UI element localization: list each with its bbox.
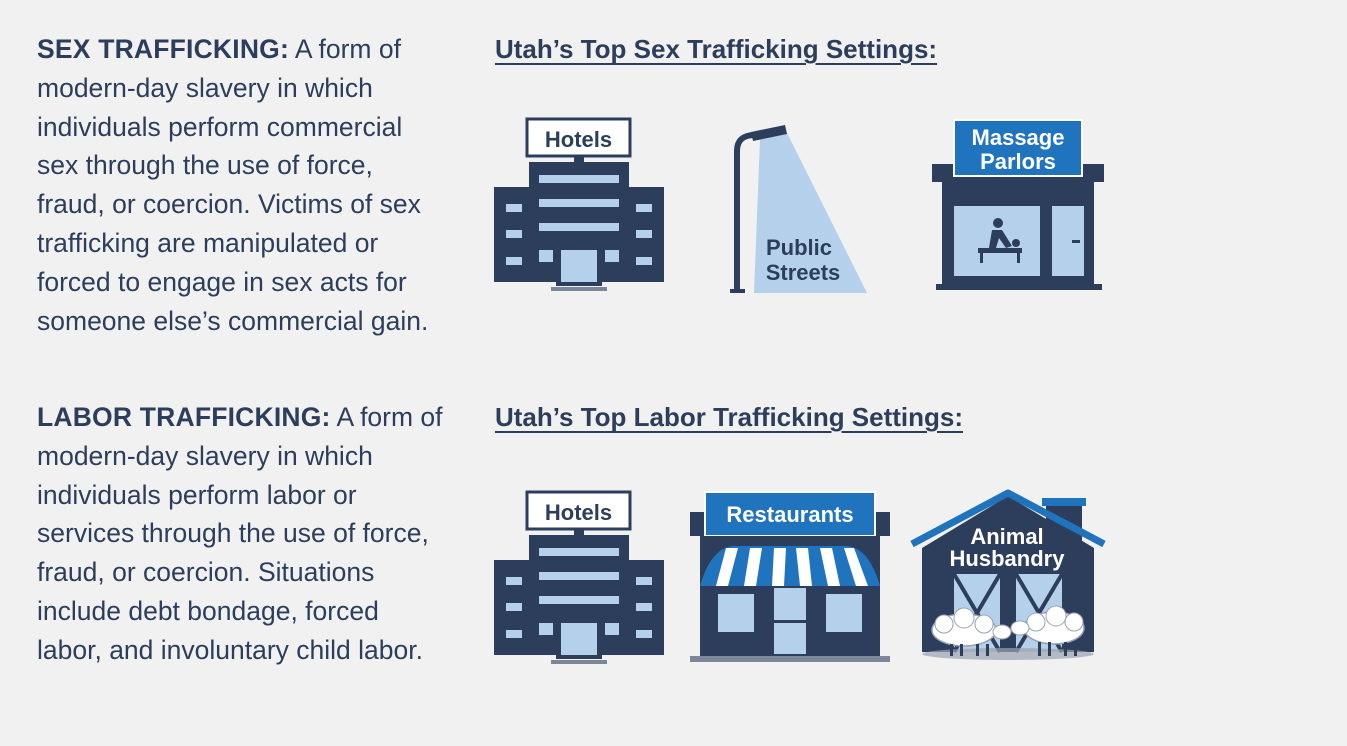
- labor-trafficking-text: A form of modern-day slavery in which in…: [37, 402, 443, 665]
- sex-trafficking-text: A form of modern-day slavery in which in…: [37, 34, 429, 336]
- barn-label-line1: Animal: [970, 524, 1043, 549]
- sheep-icon: [1010, 605, 1085, 656]
- hotel-sign-label: Hotels: [545, 127, 612, 152]
- labor-settings-heading: Utah’s Top Labor Trafficking Settings:: [495, 402, 964, 432]
- massage-sign-line1: Massage: [972, 125, 1065, 150]
- sex-settings-heading: Utah’s Top Sex Trafficking Settings:: [495, 34, 938, 64]
- labor-trafficking-term: LABOR TRAFFICKING:: [37, 402, 331, 432]
- barn-icon: Animal Husbandry: [910, 489, 1106, 660]
- hotel-sign-label: Hotels: [545, 500, 612, 525]
- massage-sign-line2: Parlors: [980, 149, 1056, 174]
- massage-person-icon: [978, 218, 1022, 263]
- streets-label-line1: Public: [766, 235, 832, 260]
- street-lamp-icon: Public Streets: [730, 125, 867, 293]
- sex-trafficking-definition: SEX TRAFFICKING: A form of modern-day sl…: [37, 30, 447, 340]
- awning-icon: [700, 545, 880, 586]
- sex-trafficking-term: SEX TRAFFICKING:: [37, 34, 289, 64]
- hotel-icon-labor: Hotels: [494, 490, 664, 664]
- hotel-icon: Hotels: [494, 117, 664, 291]
- restaurant-icon: Restaurants: [690, 491, 890, 662]
- sheep-icon: [931, 607, 1012, 656]
- restaurant-sign-label: Restaurants: [726, 502, 853, 527]
- labor-trafficking-definition: LABOR TRAFFICKING: A form of modern-day …: [37, 398, 447, 670]
- streets-label-line2: Streets: [766, 260, 841, 285]
- barn-label-line2: Husbandry: [950, 546, 1066, 571]
- massage-parlor-icon: Massage Parlors: [932, 119, 1104, 290]
